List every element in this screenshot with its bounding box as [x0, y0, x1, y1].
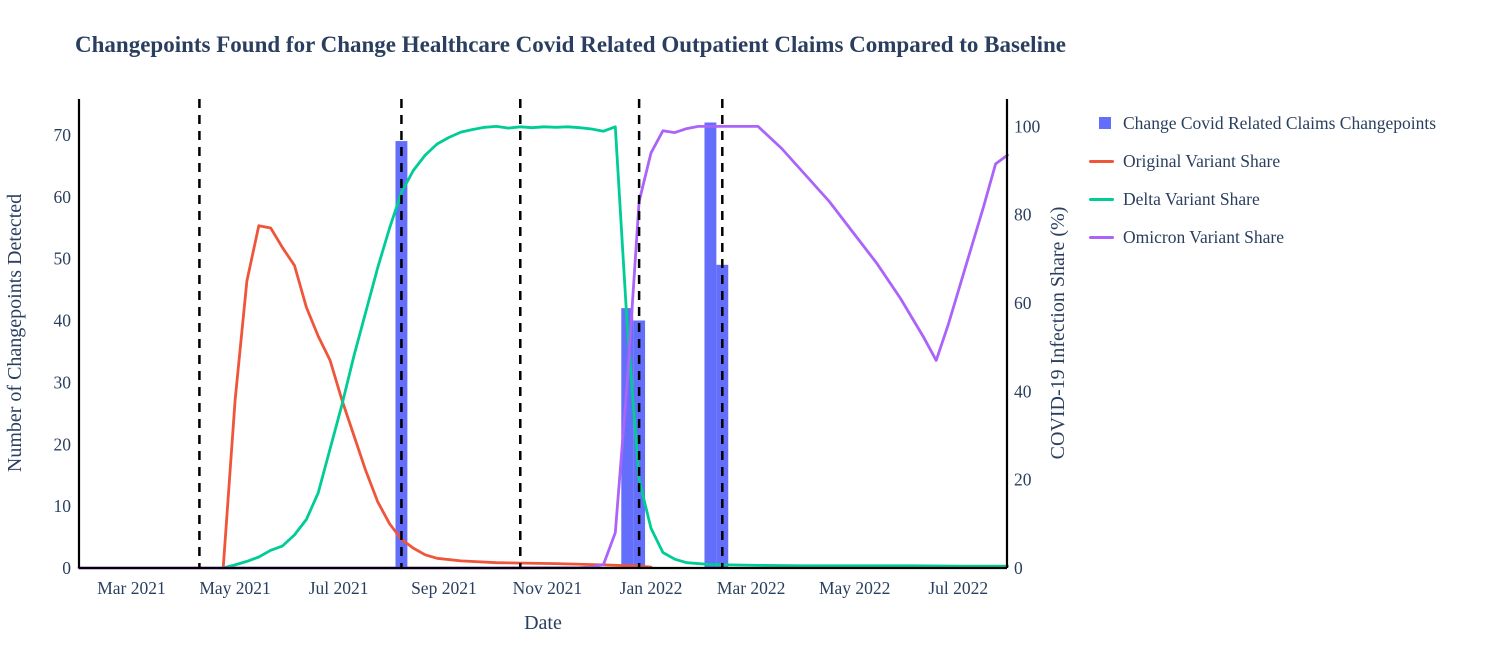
changepoint-bar [633, 320, 646, 568]
changepoint-bars [395, 122, 729, 568]
right-y-tick-label: 0 [1014, 558, 1023, 578]
left-y-tick-label: 10 [54, 496, 72, 516]
left-y-tick-label: 0 [62, 558, 71, 578]
legend-item-label: Original Variant Share [1123, 150, 1281, 171]
variant-share-lines [77, 125, 1009, 570]
right-y-tick-label: 100 [1014, 116, 1041, 136]
changepoint-bar [704, 122, 717, 568]
legend-marker-shape [1099, 117, 1111, 129]
x-axis-title: Date [524, 612, 562, 634]
right-y-axis-title: COVID-19 Infection Share (%) [1047, 207, 1069, 460]
x-tick-label: Mar 2021 [97, 578, 166, 598]
legend-item-label: Change Covid Related Claims Changepoints [1123, 112, 1437, 133]
left-y-tick-label: 50 [54, 249, 72, 269]
legend: Change Covid Related Claims Changepoints… [1088, 104, 1436, 256]
legend-line-marker-icon [1088, 197, 1123, 201]
legend-item-label: Omicron Variant Share [1123, 226, 1285, 247]
left-y-tick-label: 40 [54, 311, 72, 331]
x-tick-label: Mar 2022 [717, 578, 786, 598]
x-axis-tick-labels: Mar 2021 May 2021 Jul 2021 Sep 2021 Nov 2021… [97, 578, 988, 598]
changepoint-bar [395, 141, 408, 568]
legend-marker-shape [1089, 197, 1114, 201]
axes [77, 99, 1009, 570]
legend-item-delta[interactable]: Delta Variant Share [1088, 180, 1436, 218]
legend-item-omicron[interactable]: Omicron Variant Share [1088, 218, 1436, 256]
legend-marker-shape [1089, 235, 1114, 239]
right-axis-tick-labels: 0 20 40 60 80 100 [1014, 116, 1041, 578]
chart-title: Changepoints Found for Change Healthcare… [75, 32, 1066, 57]
x-tick-label: May 2021 [199, 578, 270, 598]
legend-item-changepoints[interactable]: Change Covid Related Claims Changepoints [1088, 104, 1436, 142]
left-y-tick-label: 20 [54, 434, 72, 454]
legend-square-marker-icon [1088, 117, 1123, 129]
delta-variant-share-line [221, 125, 1009, 570]
left-axis-tick-labels: 0 10 20 30 40 50 60 70 [54, 125, 72, 578]
legend-marker-shape [1089, 159, 1114, 163]
right-y-tick-label: 80 [1014, 205, 1032, 225]
left-y-tick-label: 70 [54, 125, 72, 145]
right-y-tick-label: 60 [1014, 293, 1032, 313]
legend-item-label: Delta Variant Share [1123, 188, 1260, 209]
legend-item-original[interactable]: Original Variant Share [1088, 142, 1436, 180]
left-y-axis-title: Number of Changepoints Detected [4, 194, 26, 472]
left-y-tick-label: 60 [54, 187, 72, 207]
legend-line-marker-icon [1088, 159, 1123, 163]
right-y-tick-label: 20 [1014, 470, 1032, 490]
x-tick-label: May 2022 [819, 578, 890, 598]
x-tick-label: Jan 2022 [620, 578, 683, 598]
x-tick-label: Jul 2022 [928, 578, 988, 598]
x-tick-label: Nov 2021 [513, 578, 583, 598]
changepoint-dashed-lines [198, 99, 724, 568]
x-tick-label: Sep 2021 [411, 578, 477, 598]
legend-line-marker-icon [1088, 235, 1123, 239]
changepoint-bar [716, 264, 729, 568]
omicron-variant-share-line [77, 125, 1009, 570]
original-variant-share-line [221, 224, 653, 570]
x-tick-label: Jul 2021 [309, 578, 369, 598]
right-y-tick-label: 40 [1014, 381, 1032, 401]
left-y-tick-label: 30 [54, 372, 72, 392]
changepoint-bar [621, 308, 634, 568]
